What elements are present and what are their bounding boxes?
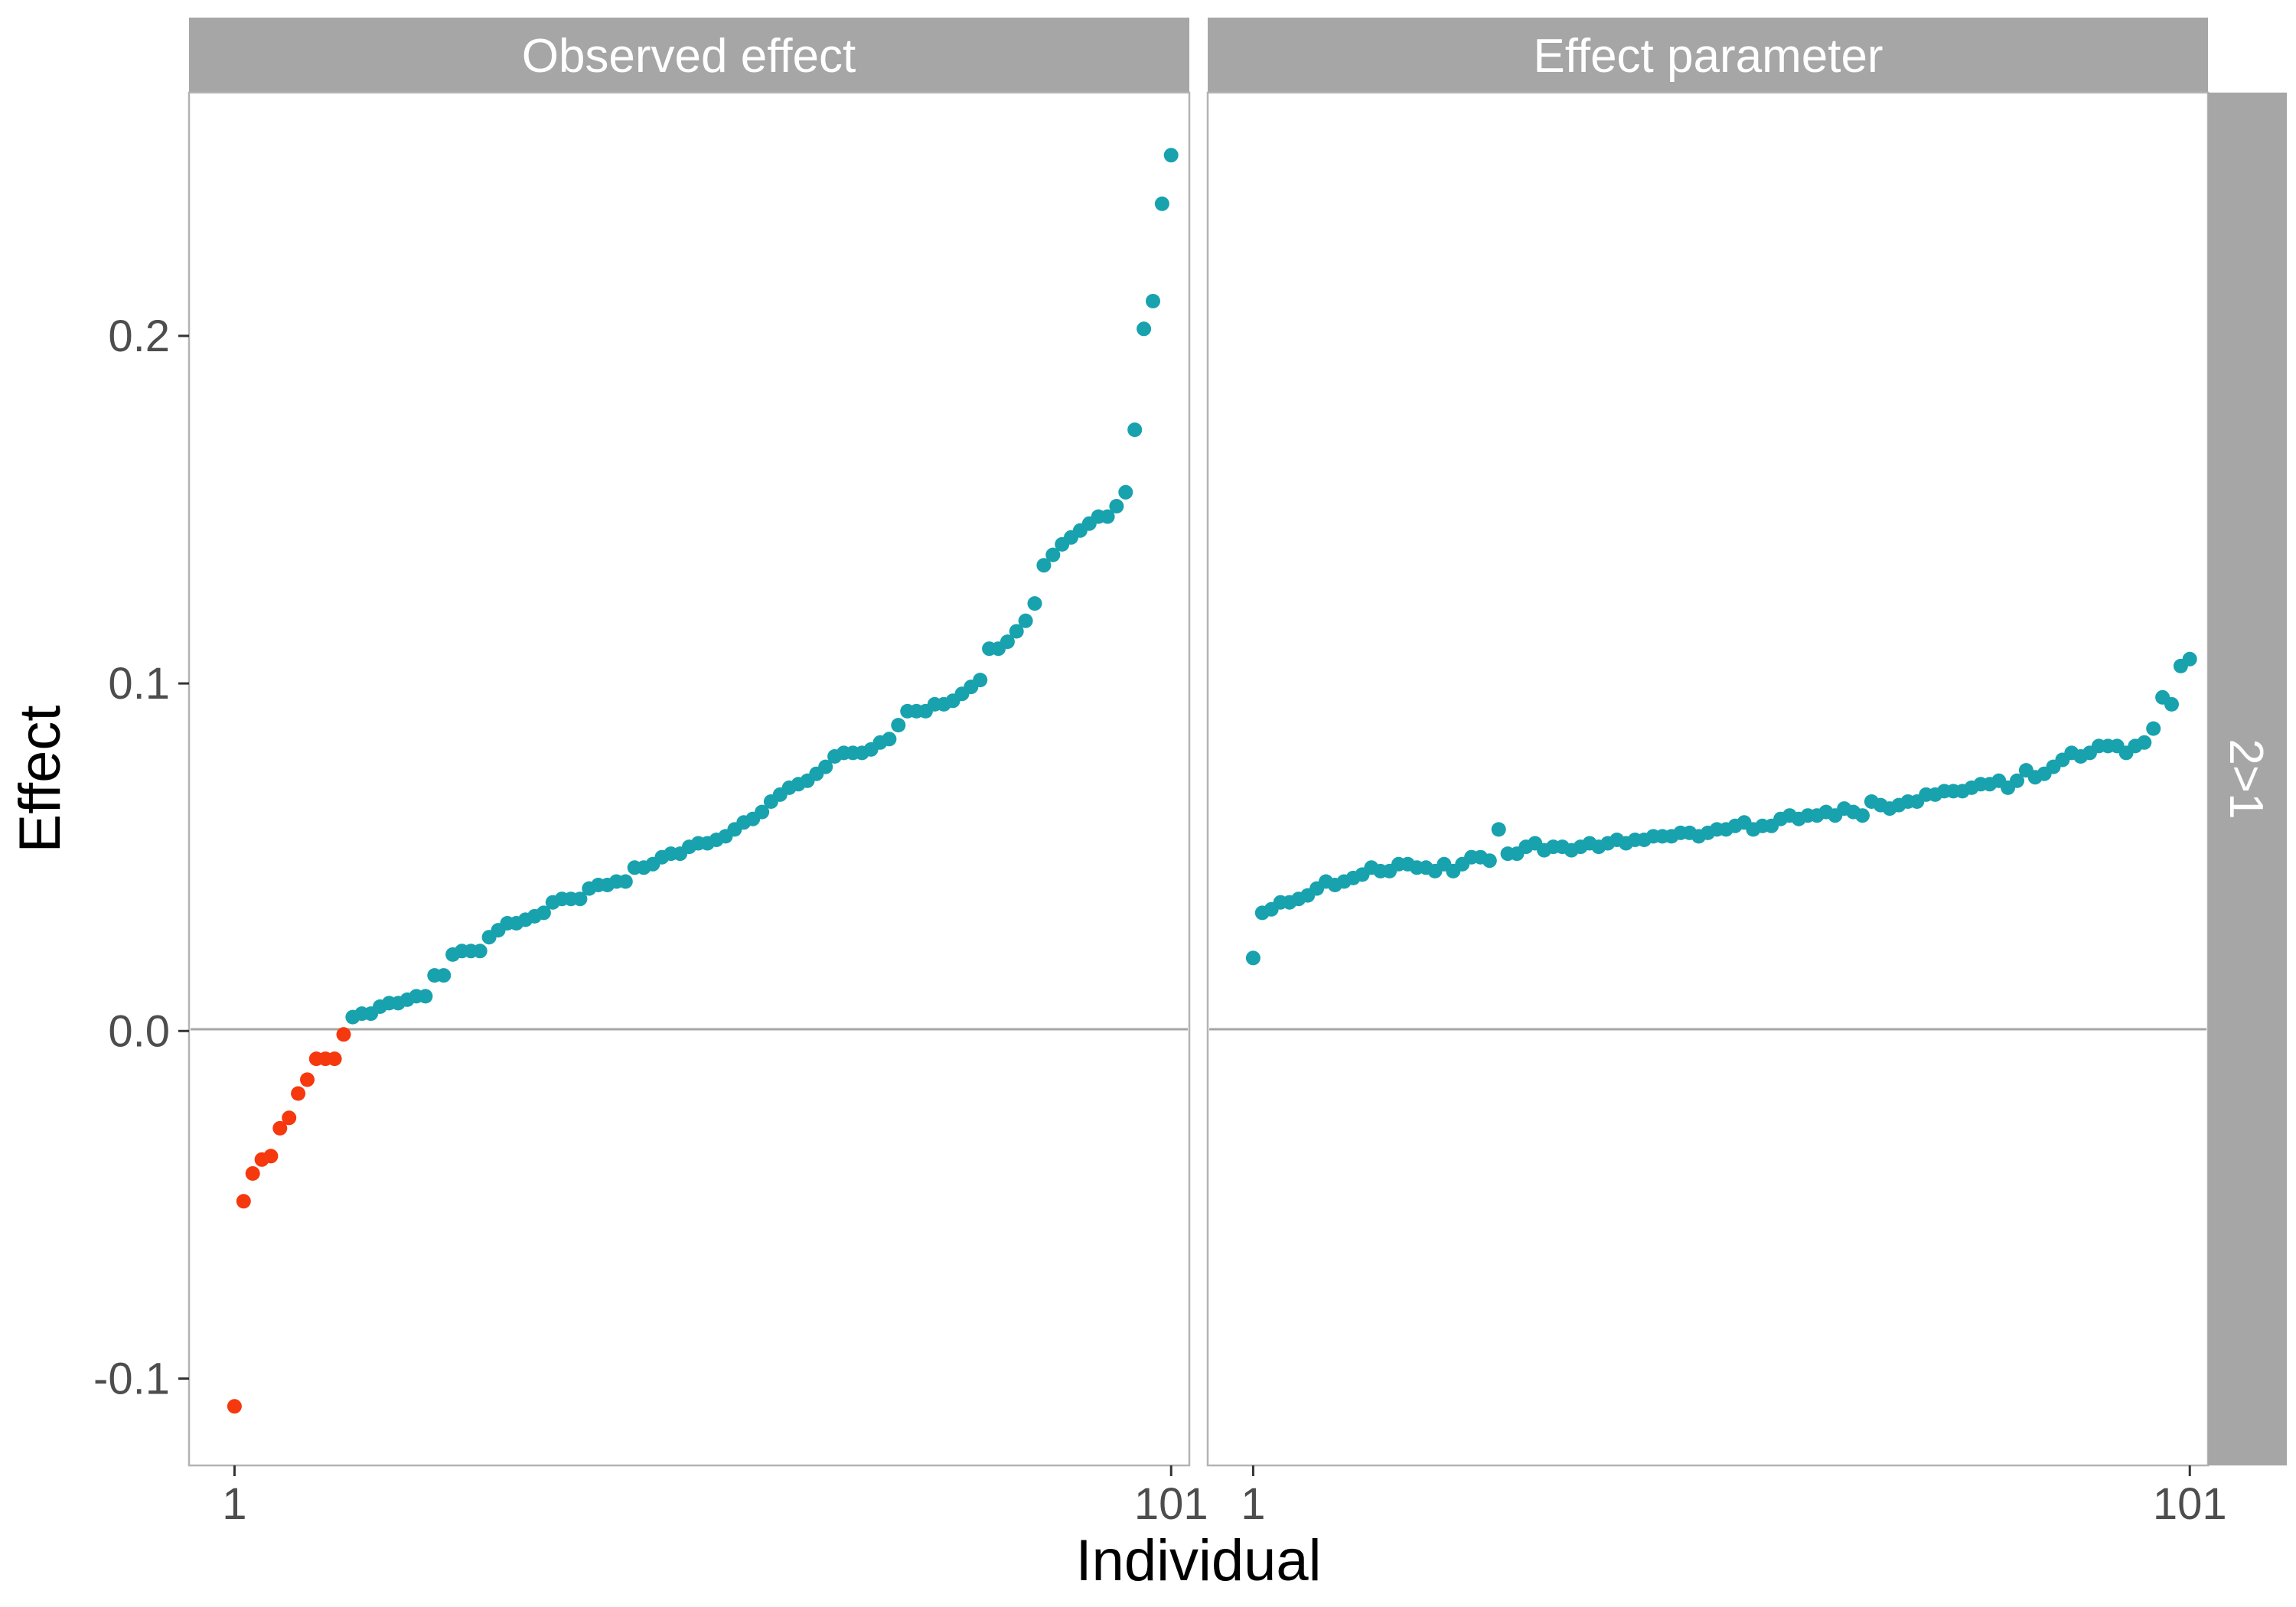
data-point xyxy=(1163,148,1179,163)
panel-effect-parameter: Effect parameter xyxy=(1206,18,2210,1467)
y-axis-title: Effect xyxy=(8,706,73,853)
panel-strip-observed xyxy=(189,18,1189,93)
data-point xyxy=(1118,484,1133,500)
data-point xyxy=(300,1072,315,1087)
x-tick-label: 101 xyxy=(1134,1479,1208,1529)
y-tick-label: 0.1 xyxy=(108,659,170,709)
y-axis: -0.1 0.0 0.1 0.2 xyxy=(93,311,189,1403)
panel-observed-effect: Observed effect xyxy=(188,18,1191,1467)
y-tick-label: -0.1 xyxy=(93,1354,170,1403)
x-tick-label: 101 xyxy=(2153,1479,2227,1529)
data-point xyxy=(1027,596,1042,611)
data-point xyxy=(418,989,433,1004)
data-point xyxy=(336,1027,351,1042)
y-tick-label: 0.2 xyxy=(108,311,170,361)
data-point xyxy=(1491,822,1506,837)
data-point xyxy=(291,1086,306,1101)
data-point xyxy=(1482,853,1497,869)
data-point xyxy=(272,1120,288,1136)
data-point xyxy=(1154,196,1169,211)
data-point xyxy=(2164,696,2179,712)
data-point xyxy=(536,905,551,921)
data-point xyxy=(227,1399,242,1414)
data-point xyxy=(1146,294,1160,308)
data-point xyxy=(1009,624,1024,639)
data-point xyxy=(882,732,897,747)
panel-title-parameter: Effect parameter xyxy=(1533,30,1883,83)
data-point xyxy=(1127,422,1143,438)
data-point xyxy=(327,1051,342,1067)
data-point xyxy=(436,968,452,983)
data-point xyxy=(472,944,488,959)
facet-row-label: 2>1 xyxy=(2219,738,2272,819)
data-point xyxy=(572,892,588,907)
data-point xyxy=(1036,558,1052,573)
data-point xyxy=(1018,613,1033,628)
data-point xyxy=(818,759,833,774)
data-point xyxy=(2146,721,2161,736)
facet-row-strip xyxy=(2208,93,2287,1465)
x-tick-label: 1 xyxy=(222,1479,246,1529)
data-point xyxy=(1045,547,1061,562)
x-axis-observed: 1 101 xyxy=(222,1465,1208,1529)
data-point xyxy=(1100,509,1115,524)
data-point xyxy=(282,1110,297,1126)
data-point xyxy=(263,1149,279,1164)
data-point xyxy=(1855,808,1870,823)
data-point xyxy=(1137,321,1152,337)
y-ticks: -0.1 0.0 0.1 0.2 xyxy=(93,311,189,1403)
x-axis-parameter: 1 101 xyxy=(1241,1465,2227,1529)
data-point xyxy=(2010,773,2024,788)
data-point xyxy=(1245,950,1261,966)
data-point xyxy=(245,1166,260,1181)
plot-area-observed xyxy=(188,91,1191,1467)
y-tick-label: 0.0 xyxy=(108,1006,170,1056)
data-point xyxy=(755,804,770,820)
data-point xyxy=(2182,651,2197,667)
data-point xyxy=(236,1194,251,1209)
panel-title-observed: Observed effect xyxy=(522,30,856,83)
x-axis-title: Individual xyxy=(1075,1528,1321,1593)
panel-strip-parameter xyxy=(1208,18,2208,93)
data-point xyxy=(618,874,633,889)
points-parameter xyxy=(1245,651,2197,966)
x-tick-label: 1 xyxy=(1241,1479,1265,1529)
data-point xyxy=(891,718,906,733)
data-point xyxy=(973,673,988,688)
data-point xyxy=(1000,634,1015,650)
data-point xyxy=(1109,499,1124,513)
points-observed xyxy=(227,148,1179,1414)
plot-area-parameter xyxy=(1206,91,2210,1467)
data-point xyxy=(2137,735,2152,750)
